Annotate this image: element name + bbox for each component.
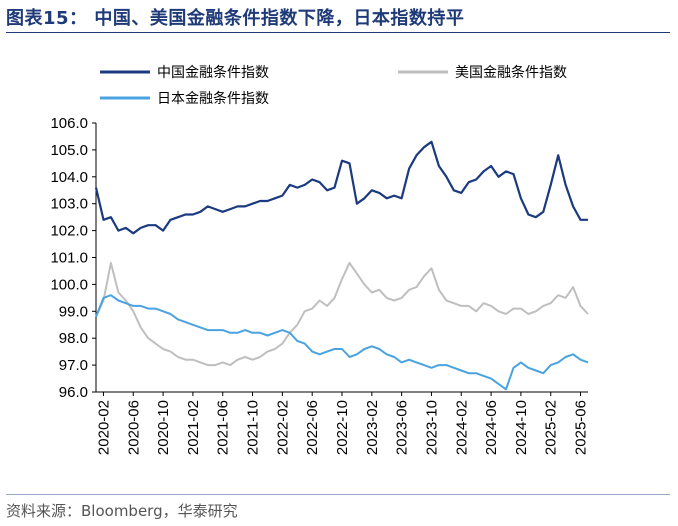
- series-line-us: [95, 261, 589, 367]
- x-tick-label: 2023-02: [364, 400, 381, 455]
- y-tick-label: 106.0: [50, 115, 88, 132]
- x-tick-label: 2020-02: [95, 400, 112, 455]
- y-tick-label: 96.0: [59, 384, 88, 401]
- y-tick-label: 105.0: [50, 142, 88, 159]
- x-tick-label: 2024-02: [453, 400, 470, 455]
- x-tick-label: 2023-06: [394, 400, 411, 455]
- y-tick-label: 101.0: [50, 250, 88, 267]
- x-tick-label: 2025-02: [543, 400, 560, 455]
- x-tick-label: 2022-02: [274, 400, 291, 455]
- x-tick-label: 2021-10: [245, 400, 262, 455]
- title-divider: [6, 32, 670, 33]
- x-tick-label: 2023-10: [423, 400, 440, 455]
- x-tick-label: 2020-10: [155, 400, 172, 455]
- y-tick-label: 97.0: [59, 357, 88, 374]
- x-tick-label: 2022-10: [334, 400, 351, 455]
- legend-label-us: 美国金融条件指数: [455, 64, 567, 81]
- legend-label-china: 中国金融条件指数: [157, 64, 269, 81]
- legend-label-japan: 日本金融条件指数: [157, 90, 269, 107]
- x-tick-label: 2020-06: [125, 400, 142, 455]
- x-tick-label: 2024-06: [483, 400, 500, 455]
- chart-title: 图表15： 中国、美国金融条件指数下降，日本指数持平: [6, 8, 465, 29]
- y-tick-label: 98.0: [59, 330, 88, 347]
- x-tick-label: 2021-02: [185, 400, 202, 455]
- y-tick-label: 104.0: [50, 169, 88, 186]
- series-line-japan: [95, 294, 589, 391]
- series-line-china: [94, 140, 588, 235]
- source-note: 资料来源：Bloomberg，华泰研究: [6, 502, 238, 520]
- y-tick-label: 100.0: [50, 276, 88, 293]
- x-tick-label: 2024-10: [513, 400, 530, 455]
- x-tick-label: 2021-06: [215, 400, 232, 455]
- x-tick-label: 2022-06: [304, 400, 321, 455]
- y-tick-label: 99.0: [59, 303, 88, 320]
- x-tick-label: 2025-06: [573, 400, 590, 455]
- y-tick-label: 103.0: [50, 196, 88, 213]
- footer-divider: [6, 494, 670, 495]
- y-tick-label: 102.0: [50, 223, 88, 240]
